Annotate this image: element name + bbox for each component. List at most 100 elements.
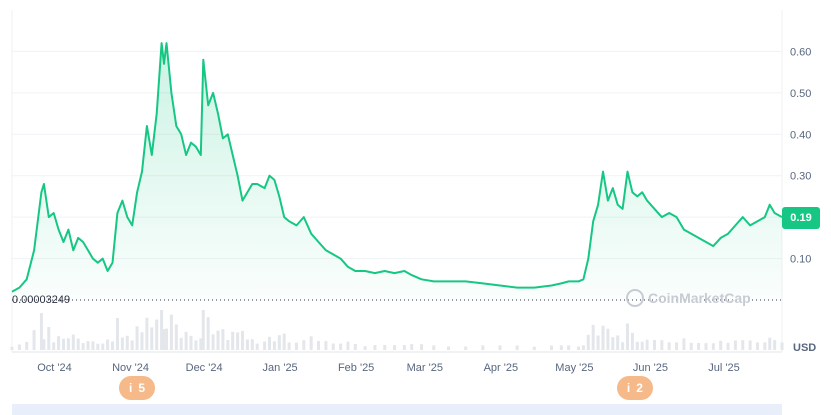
y-tick-label: 0.30 (790, 171, 811, 183)
price-area (12, 43, 782, 300)
volume-bar (601, 325, 605, 350)
volume-bar (741, 340, 745, 350)
volume-bar (206, 317, 210, 350)
volume-bar (10, 346, 14, 350)
volume-bar (164, 328, 168, 350)
event-count: 5 (138, 381, 146, 395)
y-tick-label: 0.10 (790, 254, 811, 266)
volume-bar (346, 341, 350, 350)
y-tick-label: 0.60 (790, 46, 811, 58)
volume-bar (81, 343, 85, 350)
volume-bar (140, 332, 144, 350)
volume-bar (277, 335, 281, 350)
y-axis-ticks: 0.100.200.300.400.500.60 (790, 46, 811, 265)
volume-bar (145, 317, 149, 350)
volume-bar (652, 339, 656, 350)
volume-bar (231, 331, 235, 350)
volume-bar (559, 345, 563, 350)
volume-bar (596, 335, 600, 350)
volume-bar (549, 345, 553, 350)
volume-bar (630, 332, 634, 350)
volume-bar (689, 342, 693, 350)
volume-bar (606, 328, 610, 350)
volume-bar (581, 345, 585, 350)
watermark-text: CoinMarketCap (648, 290, 751, 306)
volume-bar (32, 330, 36, 350)
volume-bar (373, 345, 377, 350)
price-line[interactable] (11, 42, 783, 293)
volume-bar (640, 341, 644, 350)
volume-bar (410, 344, 414, 350)
volume-bar (169, 314, 173, 350)
volume-bar (111, 341, 115, 350)
volume-bar (39, 313, 43, 350)
volume-bar (245, 339, 249, 350)
volume-bar (697, 343, 701, 350)
volume-bar (383, 345, 387, 350)
volume-bar (726, 342, 730, 350)
volume-bar (174, 324, 178, 350)
volume-bar (591, 324, 595, 350)
volume-bar (719, 340, 723, 350)
volume-bar (125, 335, 129, 350)
volume-bar (150, 327, 154, 350)
volume-bar (101, 343, 105, 350)
volume-bar (135, 326, 139, 350)
volume-bar (464, 346, 468, 350)
volume-bar (115, 318, 119, 350)
volume-bar (576, 346, 580, 350)
y-tick-label: 0.40 (790, 129, 811, 141)
volume-bar (353, 343, 357, 350)
volume-bar (626, 323, 630, 350)
volume-bar (302, 340, 306, 350)
volume-bar (616, 335, 620, 350)
volume-bar (704, 343, 708, 350)
volume-bar (236, 332, 240, 350)
x-tick-label: Dec '24 (186, 362, 223, 374)
volume-bar (755, 342, 759, 350)
volume-bar (317, 340, 321, 350)
volume-bar (324, 341, 328, 350)
volume-bar (241, 330, 245, 350)
volume-bar (682, 338, 686, 350)
volume-bar (162, 329, 166, 350)
volume-bar (780, 342, 784, 350)
currency-label: USD (793, 342, 817, 354)
volume-bar (76, 338, 80, 350)
range-navigator[interactable] (12, 404, 782, 415)
x-tick-label: Mar '25 (407, 362, 443, 374)
volume-bar (267, 336, 271, 350)
volume-bar (498, 345, 502, 350)
volume-bar (402, 345, 406, 350)
volume-bar (189, 335, 193, 350)
volume-bar (255, 343, 259, 350)
volume-bar (194, 340, 198, 350)
volume-bar (130, 340, 134, 350)
volume-bar (432, 345, 436, 350)
volume-bar (420, 344, 424, 350)
volume-bar (96, 343, 100, 350)
volume-bar (748, 340, 752, 350)
volume-bar (567, 345, 571, 350)
volume-bar (120, 337, 124, 350)
volume-bar (294, 342, 298, 350)
event-count: 2 (636, 381, 643, 395)
volume-bar (57, 336, 61, 350)
volume-bar (47, 327, 51, 350)
volume-bar (250, 339, 254, 350)
x-tick-label: Feb '25 (338, 362, 374, 374)
volume-bar (611, 337, 615, 350)
volume-bar (106, 339, 110, 350)
x-tick-label: Jul '25 (708, 362, 739, 374)
volume-bar (481, 345, 485, 350)
volume-bar (586, 334, 590, 350)
volume-bar (675, 342, 679, 350)
volume-bar (446, 346, 450, 350)
coinmarketcap-logo-icon (626, 289, 644, 307)
info-icon: i (129, 381, 133, 395)
volume-bar (309, 336, 313, 350)
volume-bar (773, 340, 777, 350)
